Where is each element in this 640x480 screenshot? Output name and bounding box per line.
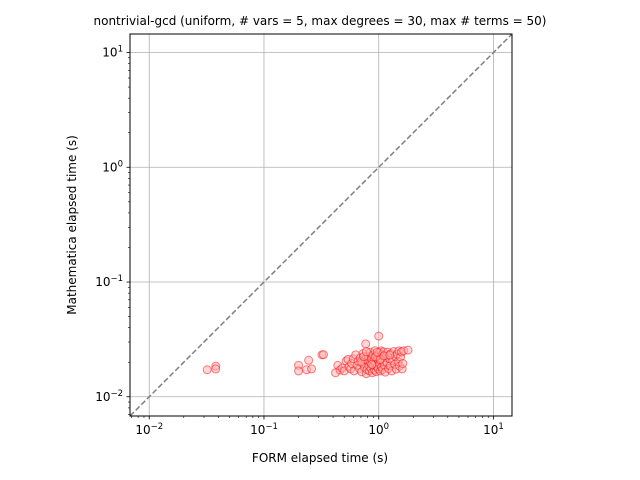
x-tick-label-exponent: 1 [498, 422, 503, 432]
chart-title: nontrivial-gcd (uniform, # vars = 5, max… [94, 14, 547, 28]
scatter-point [304, 355, 314, 365]
y-tick-label-exponent: 0 [118, 159, 123, 169]
x-axis-label: FORM elapsed time (s) [252, 451, 388, 465]
reference-line [129, 33, 513, 417]
scatter-points [202, 331, 413, 379]
scatter-point [385, 350, 395, 360]
scatter-point [374, 331, 384, 341]
x-tick-label-exponent: −2 [151, 422, 164, 432]
scatter-point [367, 360, 377, 370]
scatter-point [398, 358, 408, 368]
y-tick-label-exponent: −1 [110, 274, 123, 284]
x-tick-label-exponent: −1 [265, 422, 278, 432]
scatter-point [307, 364, 317, 374]
y-axis-label: Mathematica elapsed time (s) [65, 135, 79, 315]
reference-line-group [129, 33, 513, 417]
y-tick-label-exponent: −2 [110, 389, 123, 399]
scatter-point [202, 365, 212, 375]
plot-frame [129, 33, 513, 417]
y-tick-label-exponent: 1 [118, 45, 123, 55]
scatter-point [361, 339, 371, 349]
scatter-point [318, 350, 328, 360]
grid-lines [130, 34, 512, 416]
x-tick-label-exponent: 0 [384, 422, 389, 432]
scatter-point [361, 347, 371, 357]
scatter-point [211, 364, 221, 374]
scatter-point [403, 345, 413, 355]
scatter-point [294, 366, 304, 376]
